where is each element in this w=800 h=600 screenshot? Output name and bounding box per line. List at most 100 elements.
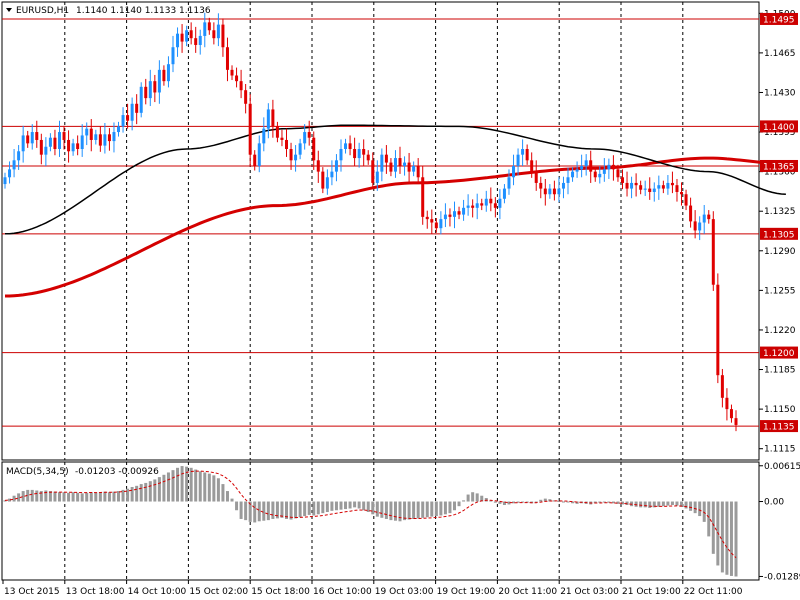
- bear-candle: [534, 171, 538, 183]
- macd-bar: [566, 501, 570, 503]
- macd-bar: [666, 501, 670, 506]
- macd-bar: [26, 489, 30, 502]
- bear-candle: [316, 160, 320, 172]
- macd-bar: [448, 501, 452, 514]
- macd-bar: [403, 501, 407, 521]
- price-tick-label: 1.1220: [764, 326, 796, 336]
- macd-bar: [366, 501, 370, 512]
- bear-candle: [366, 154, 370, 161]
- time-label: 19 Oct 19:00: [437, 587, 496, 597]
- macd-bar: [12, 495, 16, 502]
- bear-candle: [639, 185, 643, 190]
- symbol-label: EURUSD,H1: [16, 6, 69, 16]
- macd-bar: [434, 501, 438, 517]
- macd-bar: [157, 477, 161, 502]
- macd-bar: [171, 470, 175, 502]
- macd-bar: [339, 501, 343, 510]
- macd-bar: [112, 491, 116, 502]
- bull-candle: [21, 135, 25, 152]
- macd-bar: [639, 501, 643, 508]
- bear-candle: [620, 177, 624, 183]
- macd-bar: [94, 492, 98, 502]
- bull-candle: [412, 165, 416, 172]
- macd-bar: [144, 482, 148, 502]
- level-tag-label: 1.1200: [763, 349, 795, 359]
- bear-candle: [616, 169, 620, 178]
- macd-bar: [166, 472, 170, 502]
- bull-candle: [452, 211, 456, 217]
- macd-signal-line: [4, 470, 737, 559]
- bear-candle: [230, 69, 234, 76]
- macd-bar: [248, 501, 252, 522]
- price-tick-label: 1.1395: [764, 128, 796, 138]
- macd-bar: [521, 501, 525, 503]
- bull-candle: [176, 33, 180, 48]
- price-tick-label: 1.1430: [764, 88, 796, 98]
- bear-candle: [362, 149, 366, 155]
- macd-bar: [711, 501, 715, 554]
- bear-candle: [348, 143, 352, 150]
- bull-candle: [344, 143, 348, 150]
- bear-candle: [126, 115, 130, 121]
- bull-candle: [575, 169, 579, 172]
- level-tag: [760, 12, 798, 25]
- macd-bar: [412, 501, 416, 519]
- macd-bar: [298, 501, 302, 518]
- bear-candle: [89, 128, 93, 140]
- bear-candle: [448, 214, 452, 217]
- bear-candle: [425, 216, 429, 220]
- bear-candle: [670, 182, 674, 186]
- time-label: 22 Oct 11:00: [684, 587, 743, 597]
- macd-bar: [230, 498, 234, 502]
- macd-bar: [330, 501, 334, 511]
- bear-candle: [430, 219, 434, 223]
- macd-bar: [484, 498, 488, 502]
- bull-candle: [12, 160, 16, 170]
- bull-candle: [666, 182, 670, 189]
- bear-candle: [289, 149, 293, 161]
- macd-bar: [462, 500, 466, 502]
- time-label: 21 Oct 19:00: [622, 587, 681, 597]
- macd-bar: [21, 491, 25, 502]
- bull-candle: [339, 149, 343, 161]
- macd-pane: [1, 461, 760, 581]
- macd-tick-label: 0.00615: [764, 462, 800, 472]
- macd-bar: [162, 474, 166, 502]
- level-tag: [760, 159, 798, 172]
- bear-candle: [707, 214, 711, 220]
- macd-bar: [480, 495, 484, 502]
- bull-candle: [203, 22, 207, 36]
- macd-bar: [225, 491, 229, 502]
- level-tag-label: 1.1495: [763, 15, 795, 25]
- time-grid: [64, 2, 684, 460]
- macd-bar: [425, 501, 429, 518]
- ohlc-values: 1.1140 1.1140 1.1133 1.1136: [76, 6, 211, 16]
- macd-bar: [389, 501, 393, 521]
- macd-bar: [475, 493, 479, 502]
- macd-bar: [307, 501, 311, 515]
- bull-candle: [139, 86, 143, 113]
- bear-candle: [471, 205, 475, 208]
- bull-candle: [557, 188, 561, 195]
- chart-menu-triangle-icon[interactable]: [6, 8, 12, 12]
- bull-candle: [607, 164, 611, 170]
- bear-candle: [162, 69, 166, 82]
- price-tick-label: 1.1360: [764, 168, 796, 178]
- bull-candle: [57, 132, 61, 150]
- macd-bar: [17, 493, 21, 502]
- macd-bar: [80, 493, 84, 502]
- bear-candle: [530, 160, 534, 172]
- macd-bar: [734, 501, 738, 577]
- moving-averages: [4, 124, 786, 298]
- bear-candle: [153, 81, 157, 93]
- candlesticks: [3, 12, 738, 432]
- bear-candle: [98, 134, 102, 146]
- macd-histogram: [3, 466, 738, 577]
- macd-bar: [35, 490, 39, 502]
- bull-candle: [521, 149, 525, 155]
- macd-bar: [67, 492, 71, 502]
- bear-candle: [716, 284, 720, 376]
- macd-bar: [176, 467, 180, 502]
- macd-bar: [221, 484, 225, 502]
- bull-candle: [3, 177, 7, 185]
